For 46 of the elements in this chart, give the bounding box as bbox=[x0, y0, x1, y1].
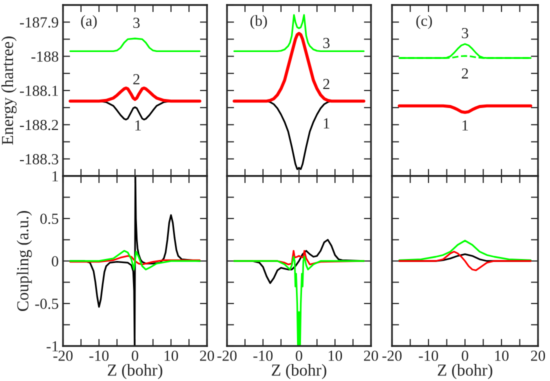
annotation: 2 bbox=[323, 78, 330, 90]
y-tick-label: -188.3 bbox=[20, 154, 58, 164]
annotation: 2 bbox=[462, 68, 468, 78]
y-tick-label: 1 bbox=[52, 171, 58, 182]
y-tick-label: 0.5 bbox=[40, 214, 58, 224]
line-series bbox=[68, 86, 202, 103]
annotation: (b) bbox=[250, 15, 267, 30]
annotation: 2 bbox=[133, 74, 140, 84]
line-series bbox=[69, 255, 201, 266]
x-tick-label: 10 bbox=[495, 350, 509, 361]
x-tick-label: 0 bbox=[132, 350, 138, 361]
y-axis-title: Energy (hartree) bbox=[1, 36, 17, 145]
x-tick-label: 20 bbox=[200, 350, 214, 361]
x-axis-title: Z (bohr) bbox=[438, 364, 492, 380]
x-axis-title: Z (bohr) bbox=[272, 364, 326, 380]
x-tick-label: -10 bbox=[418, 350, 438, 361]
x-tick-label: -20 bbox=[382, 350, 402, 361]
annotation: 3 bbox=[133, 18, 140, 28]
x-tick-label: 10 bbox=[328, 350, 342, 361]
y-tick-label: -188.2 bbox=[20, 120, 58, 130]
x-tick-label: 0 bbox=[462, 350, 468, 361]
y-tick-label: -187.9 bbox=[20, 17, 58, 28]
line-series bbox=[69, 38, 201, 52]
annotation: 1 bbox=[462, 120, 468, 130]
x-tick-label: 20 bbox=[531, 350, 546, 361]
annotation: 1 bbox=[324, 118, 330, 128]
x-tick-label: 0 bbox=[296, 350, 302, 361]
y-tick-label: -0.5 bbox=[35, 298, 58, 310]
y-axis-title: Coupling (a.u.) bbox=[16, 211, 32, 312]
x-tick-label: -10 bbox=[89, 350, 109, 361]
annotation: 3 bbox=[462, 28, 468, 38]
x-tick-label: 10 bbox=[164, 350, 178, 361]
x-tick-label: -20 bbox=[53, 350, 73, 361]
x-tick-label: -20 bbox=[217, 350, 237, 361]
annotation: (a) bbox=[81, 15, 97, 30]
annotation: 1 bbox=[135, 120, 141, 130]
line-series bbox=[69, 250, 201, 270]
y-tick-label: -1 bbox=[46, 341, 58, 352]
x-tick-label: 20 bbox=[364, 350, 378, 361]
y-tick-label: -188.1 bbox=[20, 86, 58, 96]
y-tick-label: -188 bbox=[31, 51, 58, 62]
annotation: (c) bbox=[416, 15, 432, 30]
y-tick-label: 0 bbox=[52, 256, 58, 266]
x-axis-title: Z (bohr) bbox=[108, 364, 162, 380]
x-tick-label: -10 bbox=[253, 350, 273, 361]
annotation: 3 bbox=[323, 38, 330, 48]
